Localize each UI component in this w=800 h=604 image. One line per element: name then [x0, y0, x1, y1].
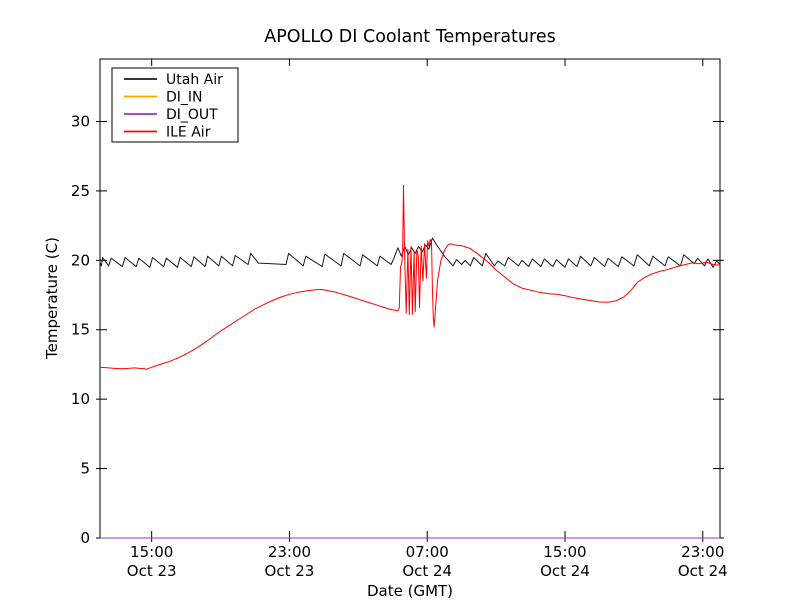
y-axis-label: Temperature (C) — [43, 237, 61, 360]
x-tick-date-label: Oct 24 — [678, 562, 728, 580]
x-tick-time-label: 15:00 — [543, 543, 586, 561]
y-tick-label: 30 — [71, 112, 90, 130]
y-tick-label: 15 — [71, 321, 90, 339]
y-tick-label: 5 — [80, 460, 90, 478]
x-tick-time-label: 23:00 — [268, 543, 311, 561]
legend-box — [111, 67, 239, 143]
series-ile-air-line — [99, 184, 721, 370]
y-tick-label: 25 — [71, 182, 90, 200]
x-tick-time-label: 07:00 — [406, 543, 449, 561]
y-tick-label: 20 — [71, 251, 90, 269]
x-tick-date-label: Oct 23 — [265, 562, 315, 580]
x-tick-date-label: Oct 23 — [127, 562, 177, 580]
series-utah-air-line — [99, 237, 721, 268]
x-tick-date-label: Oct 24 — [402, 562, 452, 580]
legend-label-ile-air: ILE Air — [166, 125, 211, 141]
y-tick-label: 10 — [71, 390, 90, 408]
legend-label-utah-air: Utah Air — [166, 72, 223, 88]
x-tick-time-label: 23:00 — [681, 543, 724, 561]
y-tick-label: 0 — [80, 529, 90, 547]
x-axis-label: Date (GMT) — [367, 582, 453, 600]
x-tick-time-label: 15:00 — [130, 543, 173, 561]
chart-title: APOLLO DI Coolant Temperatures — [264, 27, 555, 47]
legend-label-di-out: DI_OUT — [166, 107, 218, 123]
legend-label-di-in: DI_IN — [166, 90, 203, 106]
x-tick-date-label: Oct 24 — [540, 562, 590, 580]
